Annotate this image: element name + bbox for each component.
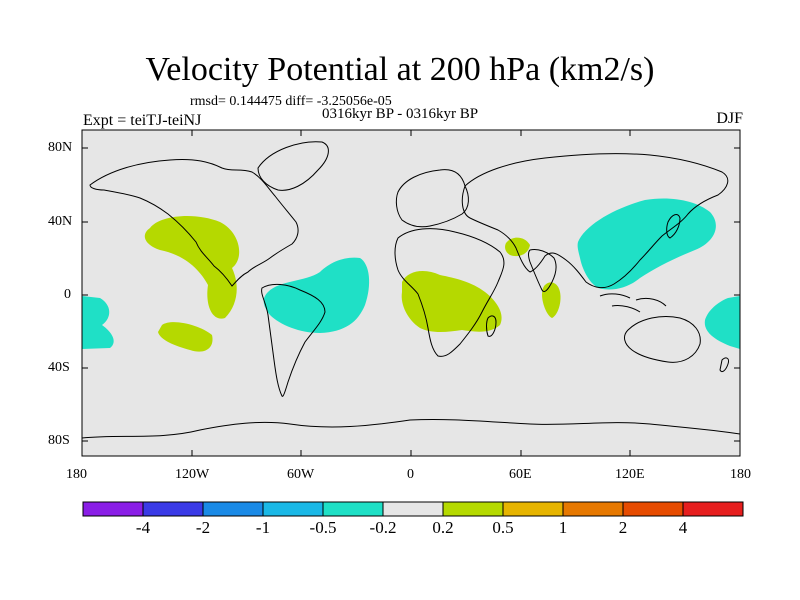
x-tick-label: 0 [407, 467, 414, 482]
x-tick-label: 120E [615, 467, 645, 482]
colorbar-box [262, 501, 324, 517]
coast-south-america [261, 283, 326, 397]
colorbar-label: -0.2 [369, 518, 397, 537]
coast-greenland [257, 141, 329, 191]
colorbar-box [382, 501, 444, 517]
positive-region-africa [401, 270, 502, 332]
colorbar-label: 0.5 [492, 518, 514, 537]
positive-region-arabia [505, 237, 530, 257]
y-tick-label: 0 [64, 287, 71, 302]
x-tick-label: 60E [509, 467, 532, 482]
coast-india [528, 249, 557, 293]
coastlines [81, 141, 741, 439]
colorbar-box [682, 501, 744, 517]
coast-north-america [89, 159, 299, 287]
y-tick-label: 80S [48, 433, 70, 448]
coast-europe [395, 169, 469, 228]
positive-region-north-pacific [144, 216, 240, 319]
colorbar-box [142, 501, 204, 517]
positive-region-south-pacific [158, 322, 213, 352]
y-tick-label: 40S [48, 360, 70, 375]
season-label: DJF [716, 110, 743, 127]
coast-asia [461, 153, 729, 289]
colorbar-box [622, 501, 684, 517]
colorbar-label: -4 [135, 518, 151, 537]
plot-subtitle: 0316kyr BP - 0316kyr BP [321, 106, 479, 122]
colorbar-label: -2 [195, 518, 211, 537]
colorbar-label: 2 [618, 518, 628, 537]
coast-madagascar [486, 315, 497, 337]
y-tick-label: 80N [48, 140, 73, 155]
coast-new-zealand [719, 357, 729, 373]
colorbar [82, 501, 744, 517]
rmsd-diff-stats: rmsd= 0.144475 diff= -3.25056e-05 [190, 94, 392, 109]
coast-japan [666, 214, 681, 239]
x-tick-label: 60W [287, 467, 315, 482]
experiment-label: Expt = teiTJ-teiNJ [83, 112, 202, 129]
colorbar-label: 1 [558, 518, 568, 537]
x-tick-label: 180 [66, 467, 87, 482]
colorbar-box [502, 501, 564, 517]
colorbar-label: -1 [255, 518, 271, 537]
y-axis-ticks [82, 147, 740, 442]
colorbar-box [322, 501, 384, 517]
colorbar-label: -0.5 [309, 518, 337, 537]
positive-region-indian-ocean [542, 282, 561, 318]
colorbar-box [82, 501, 144, 517]
negative-region-pacific-west [704, 296, 740, 349]
coast-antarctica [81, 418, 741, 439]
negative-region-pacific-east [82, 296, 114, 349]
colorbar-box [562, 501, 624, 517]
x-axis-ticks [81, 130, 741, 456]
colorbar-label: 4 [678, 518, 688, 537]
coast-africa [394, 228, 505, 357]
coast-maritime-continent [599, 293, 667, 313]
colorbar-box [442, 501, 504, 517]
plot-title: Velocity Potential at 200 hPa (km2/s) [145, 51, 655, 88]
x-tick-label: 180 [730, 467, 751, 482]
colorbar-label: 0.2 [432, 518, 454, 537]
coast-australia [624, 316, 701, 363]
colorbar-box [202, 501, 264, 517]
y-tick-label: 40N [48, 214, 73, 229]
negative-region-tropical-atlantic [263, 257, 370, 333]
x-tick-label: 120W [175, 467, 210, 482]
